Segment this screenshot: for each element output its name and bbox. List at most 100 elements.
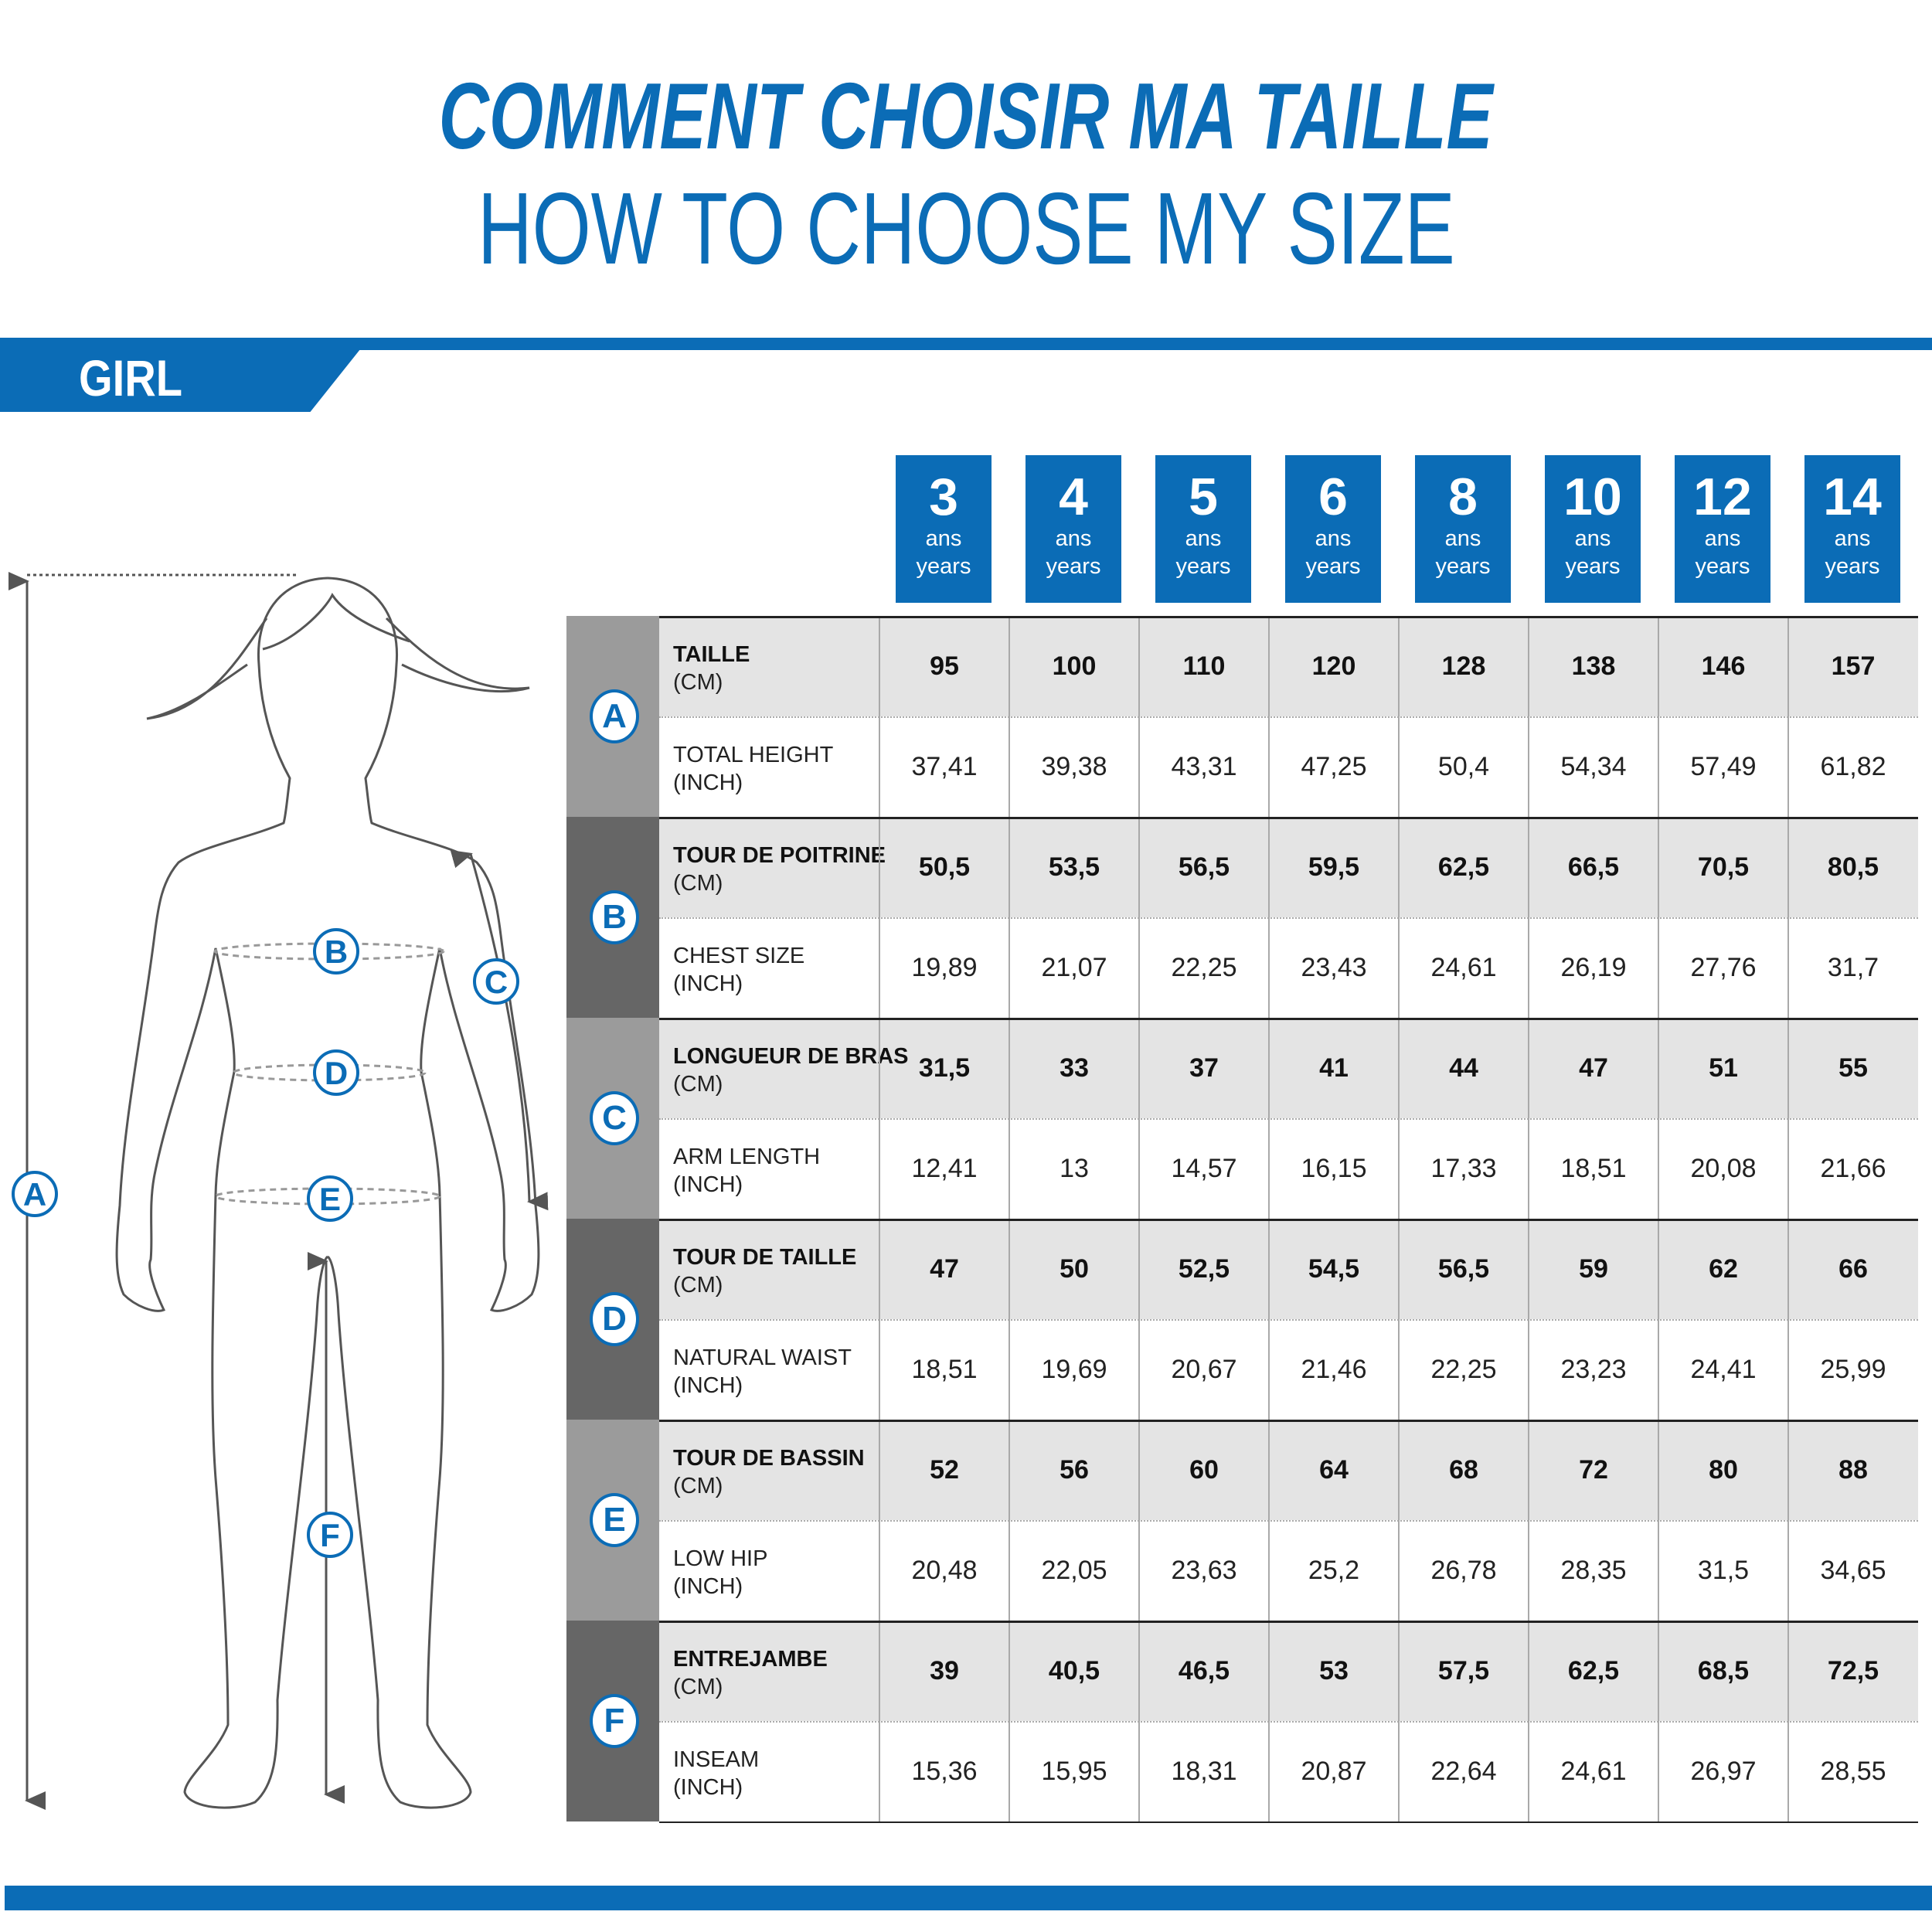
- table-cell: 47: [1528, 1018, 1658, 1118]
- size-header-num: 6: [1318, 468, 1348, 526]
- table-cell: 68,5: [1658, 1621, 1787, 1721]
- row-label-unit: (CM): [673, 1273, 723, 1298]
- table-cell: 47,25: [1268, 716, 1398, 817]
- table-cell: 18,31: [1138, 1721, 1268, 1821]
- group-e-marker: E: [566, 1420, 659, 1621]
- table-row: ENTREJAMBE (CM) 39 40,5 46,5 53 57,5 62,5 68,5 72…: [659, 1621, 1918, 1721]
- table-cell: 24,41: [1658, 1319, 1787, 1420]
- size-header-12: 12 ans years: [1675, 455, 1770, 603]
- row-divider: [659, 1118, 1918, 1120]
- size-header-fr: ans: [1315, 526, 1352, 551]
- size-header-3: 3 ans years: [896, 455, 992, 603]
- table-cell: 27,76: [1658, 917, 1787, 1018]
- svg-text:F: F: [320, 1517, 340, 1553]
- table-cell: 59,5: [1268, 817, 1398, 917]
- table-cell: 22,05: [1009, 1520, 1138, 1621]
- row-label-unit: (CM): [673, 1474, 723, 1498]
- table-cell: 20,08: [1658, 1118, 1787, 1219]
- table-cell: 37,41: [879, 716, 1009, 817]
- row-divider: [659, 1520, 1918, 1522]
- row-label: INSEAM (INCH): [673, 1746, 759, 1801]
- row-divider: [659, 1319, 1918, 1321]
- row-label-name: TOTAL HEIGHT: [673, 743, 834, 767]
- table-cell: 21,07: [1009, 917, 1138, 1018]
- table-cell: 20,48: [879, 1520, 1009, 1621]
- table-cell: 66,5: [1528, 817, 1658, 917]
- row-label-unit: (CM): [673, 1072, 723, 1097]
- table-cell: 44: [1398, 1018, 1528, 1118]
- table-cell: 62,5: [1398, 817, 1528, 917]
- row-label-name: TOUR DE BASSIN: [673, 1446, 865, 1471]
- table-cell: 62: [1658, 1219, 1787, 1319]
- group-divider: [659, 817, 1918, 819]
- table-cell: 88: [1787, 1420, 1917, 1520]
- row-label: TOUR DE POITRINE (CM): [673, 842, 886, 897]
- size-header-fr: ans: [1704, 526, 1741, 551]
- size-header-fr: ans: [1444, 526, 1481, 551]
- table-cell: 46,5: [1138, 1621, 1268, 1721]
- table-cell: 16,15: [1268, 1118, 1398, 1219]
- table-cell: 21,46: [1268, 1319, 1398, 1420]
- size-header-10: 10 ans years: [1545, 455, 1641, 603]
- waist-measure-line: [232, 1063, 427, 1082]
- table-cell: 157: [1787, 616, 1917, 716]
- row-label-name: INSEAM: [673, 1747, 760, 1772]
- table-cell: 50,4: [1398, 716, 1528, 817]
- row-label: TOUR DE BASSIN (CM): [673, 1444, 865, 1500]
- group-badge: F: [590, 1694, 639, 1748]
- size-header-en: years: [1046, 554, 1101, 579]
- title-english: HOW TO CHOOSE MY SIZE: [477, 172, 1455, 285]
- row-label-unit: (CM): [673, 1675, 723, 1699]
- row-label: CHEST SIZE (INCH): [673, 942, 804, 998]
- table-cell: 22,25: [1138, 917, 1268, 1018]
- table-cell: 31,7: [1787, 917, 1917, 1018]
- table-cell: 52,5: [1138, 1219, 1268, 1319]
- row-label-unit: (INCH): [673, 1775, 743, 1800]
- table-cell: 26,78: [1398, 1520, 1528, 1621]
- table-cell: 34,65: [1787, 1520, 1917, 1621]
- table-row: LOW HIP (INCH) 20,48 22,05 23,63 25,2 26,78 28,…: [659, 1520, 1918, 1621]
- size-header-5: 5 ans years: [1155, 455, 1251, 603]
- table-cell: 19,89: [879, 917, 1009, 1018]
- row-label-unit: (INCH): [673, 770, 743, 795]
- table-cell: 39: [879, 1621, 1009, 1721]
- row-label: TOTAL HEIGHT (INCH): [673, 741, 833, 797]
- group-divider: [659, 1018, 1918, 1020]
- title-french: COMMENT CHOISIR MA TAILLE: [438, 63, 1494, 168]
- group-a-marker: A: [566, 616, 659, 817]
- row-label-unit: (INCH): [673, 1172, 743, 1197]
- table-cell: 31,5: [1658, 1520, 1787, 1621]
- table-cell: 20,87: [1268, 1721, 1398, 1821]
- header-stripe: [0, 338, 1932, 350]
- table-cell: 80: [1658, 1420, 1787, 1520]
- table-cell: 64: [1268, 1420, 1398, 1520]
- size-header-num: 4: [1059, 468, 1088, 526]
- group-badge: E: [590, 1493, 639, 1547]
- table-row: LONGUEUR DE BRAS (CM) 31,5 33 37 41 44 47 51 55: [659, 1018, 1918, 1118]
- footer-stripe: [5, 1886, 1932, 1910]
- group-badge: A: [590, 689, 639, 743]
- table-cell: 56,5: [1138, 817, 1268, 917]
- table-cell: 18,51: [879, 1319, 1009, 1420]
- table-cell: 54,34: [1528, 716, 1658, 817]
- row-label-unit: (CM): [673, 871, 723, 896]
- size-header-en: years: [916, 554, 971, 579]
- size-header-6: 6 ans years: [1285, 455, 1381, 603]
- row-label-name: LONGUEUR DE BRAS: [673, 1044, 909, 1069]
- row-label: ENTREJAMBE (CM): [673, 1645, 828, 1701]
- size-header-num: 8: [1448, 468, 1478, 526]
- table-cell: 120: [1268, 616, 1398, 716]
- table-cell: 37: [1138, 1018, 1268, 1118]
- table-row: TAILLE (CM) 95 100 110 120 128 138 146 157: [659, 616, 1918, 716]
- table-cell: 53: [1268, 1621, 1398, 1721]
- table-cell: 51: [1658, 1018, 1787, 1118]
- table-cell: 24,61: [1528, 1721, 1658, 1821]
- size-header-fr: ans: [1574, 526, 1611, 551]
- size-header-num: 14: [1823, 468, 1882, 526]
- table-cell: 60: [1138, 1420, 1268, 1520]
- table-cell: 23,23: [1528, 1319, 1658, 1420]
- group-divider: [659, 616, 1918, 618]
- chest-measure-line: [213, 942, 445, 961]
- table-cell: 19,69: [1009, 1319, 1138, 1420]
- table-cell: 41: [1268, 1018, 1398, 1118]
